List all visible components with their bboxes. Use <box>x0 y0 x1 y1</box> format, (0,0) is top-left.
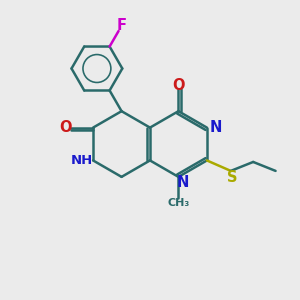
Text: F: F <box>117 18 127 33</box>
Text: NH: NH <box>70 154 93 167</box>
Text: CH₃: CH₃ <box>167 198 190 208</box>
Text: S: S <box>227 170 238 185</box>
Text: N: N <box>177 175 189 190</box>
Text: O: O <box>59 120 72 135</box>
Text: O: O <box>172 78 185 93</box>
Text: N: N <box>210 120 222 135</box>
